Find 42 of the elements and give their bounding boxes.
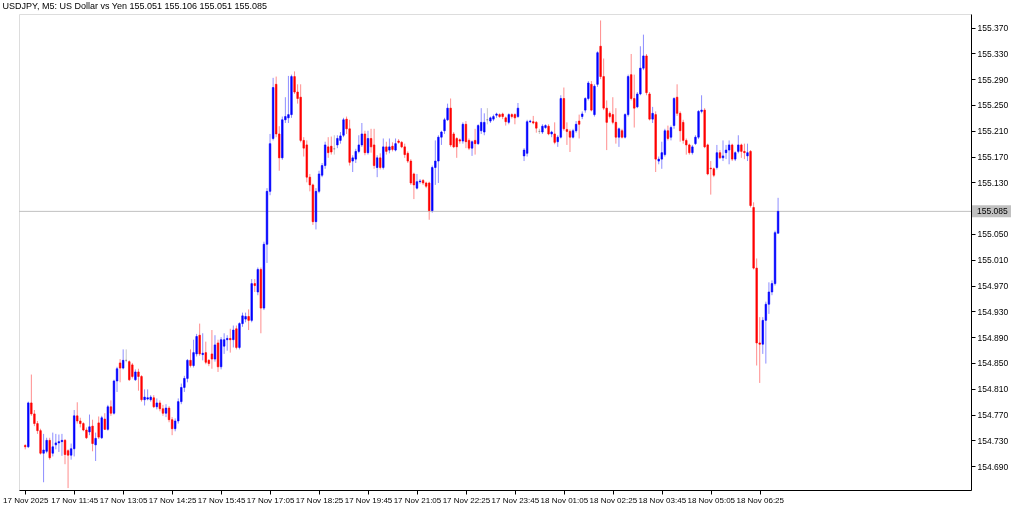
ref-line-label: 155.085 bbox=[977, 206, 1008, 217]
x-tick-label: 17 Nov 18:25 bbox=[295, 495, 344, 505]
x-tick-label: 17 Nov 17:05 bbox=[246, 495, 295, 505]
y-tick-label: 154.770 bbox=[977, 410, 1009, 421]
y-tick-label: 154.970 bbox=[977, 281, 1009, 292]
y-tick-label: 155.250 bbox=[977, 100, 1009, 111]
x-tick-label: 18 Nov 02:25 bbox=[589, 495, 638, 505]
y-tick-label: 155.010 bbox=[977, 255, 1009, 266]
y-tick-label: 154.810 bbox=[977, 384, 1009, 395]
candlestick bbox=[415, 173, 419, 190]
y-tick-label: 155.330 bbox=[977, 48, 1009, 59]
candlestick bbox=[724, 144, 728, 160]
candlestick bbox=[226, 334, 229, 352]
y-tick-label: 154.930 bbox=[977, 306, 1009, 317]
x-tick-label: 18 Nov 05:05 bbox=[687, 495, 736, 505]
y-tick-label: 154.850 bbox=[977, 358, 1009, 369]
candlestick bbox=[125, 348, 128, 363]
x-tick-label: 17 Nov 19:45 bbox=[344, 495, 393, 505]
y-tick-label: 154.730 bbox=[977, 435, 1009, 446]
y-tick-label: 155.170 bbox=[977, 152, 1009, 163]
candlestick bbox=[109, 399, 113, 417]
x-tick-label: 17 Nov 14:25 bbox=[148, 495, 197, 505]
y-tick-label: 155.050 bbox=[977, 229, 1009, 240]
x-tick-label: 17 Nov 11:45 bbox=[51, 495, 99, 505]
x-tick-label: 18 Nov 01:05 bbox=[540, 495, 589, 505]
y-tick-label: 155.290 bbox=[977, 74, 1009, 85]
x-tick-label: 17 Nov 15:45 bbox=[197, 495, 246, 505]
y-tick-label: 155.370 bbox=[977, 23, 1009, 34]
y-tick-label: 155.210 bbox=[977, 126, 1009, 137]
x-tick-label: 17 Nov 2025 bbox=[3, 495, 49, 505]
chart-title: USDJPY, M5: US Dollar vs Yen 155.051 155.106 155.051 155.085 bbox=[2, 1, 268, 11]
y-tick-label: 154.890 bbox=[977, 332, 1009, 343]
y-tick-label: 155.130 bbox=[977, 177, 1009, 188]
x-tick-label: 17 Nov 23:45 bbox=[491, 495, 540, 505]
x-tick-label: 17 Nov 13:05 bbox=[99, 495, 148, 505]
x-tick-label: 18 Nov 06:25 bbox=[736, 495, 785, 505]
x-tick-label: 18 Nov 03:45 bbox=[638, 495, 687, 505]
x-tick-label: 17 Nov 21:05 bbox=[393, 495, 442, 505]
y-tick-label: 154.690 bbox=[977, 461, 1009, 472]
x-tick-label: 17 Nov 22:25 bbox=[442, 495, 491, 505]
candlestick bbox=[164, 403, 168, 418]
candlestick bbox=[161, 404, 165, 417]
